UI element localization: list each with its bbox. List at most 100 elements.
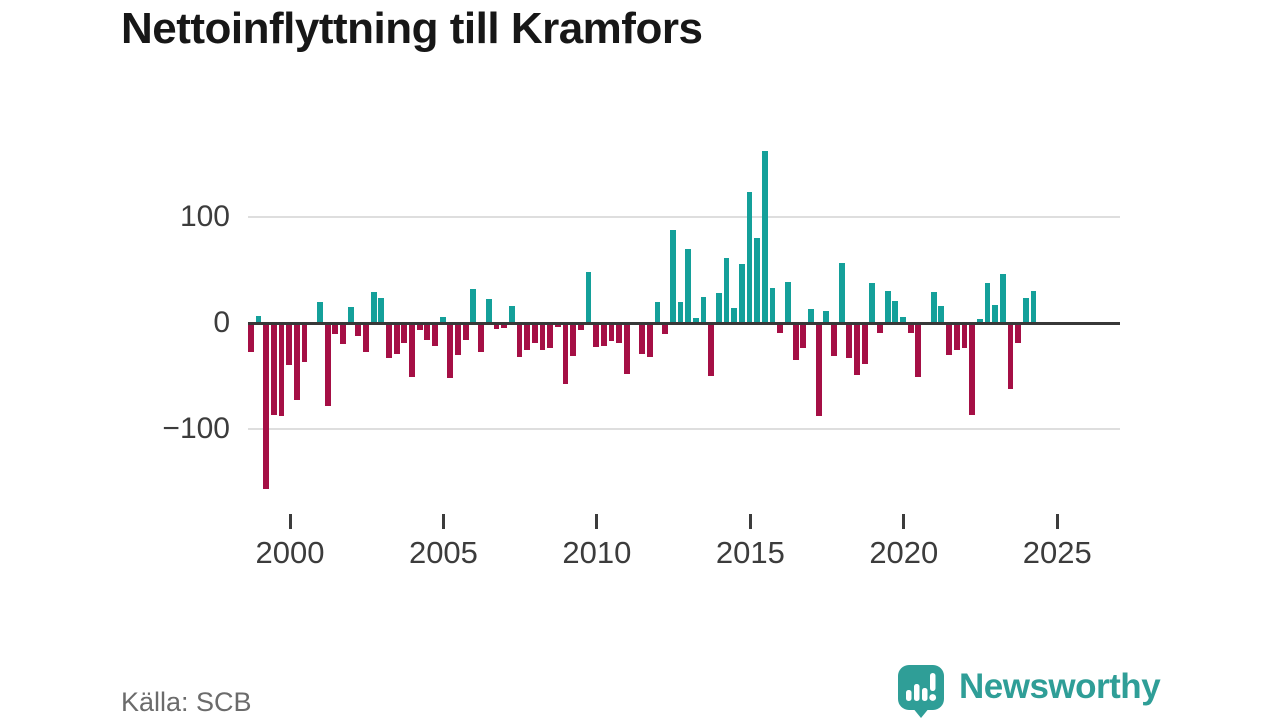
- newsworthy-logo: Newsworthy: [897, 664, 1161, 718]
- bar: [562, 323, 569, 385]
- bar: [255, 315, 262, 323]
- bar: [777, 323, 784, 333]
- gridline: [248, 428, 1120, 430]
- bar: [969, 323, 975, 416]
- bar: [715, 293, 722, 323]
- bar: [439, 316, 446, 323]
- zero-axis-line: [248, 321, 1120, 325]
- chart-title: Nettoinflyttning till Kramfors: [121, 4, 703, 53]
- bar: [332, 323, 339, 334]
- bar: [938, 306, 945, 323]
- bar: [861, 323, 868, 365]
- bar: [669, 229, 676, 323]
- bar: [769, 288, 776, 323]
- bar: [792, 323, 799, 361]
- x-axis-tick-label: 2025: [1022, 535, 1092, 570]
- bar: [416, 323, 423, 331]
- x-axis-tick: [1055, 514, 1059, 529]
- bar: [1022, 297, 1029, 323]
- bar: [363, 323, 369, 352]
- bar: [524, 323, 530, 350]
- bar: [600, 323, 607, 347]
- bar: [800, 323, 807, 349]
- bar: [370, 292, 377, 323]
- bar: [1015, 323, 1021, 344]
- bar: [739, 263, 745, 323]
- x-axis-tick: [595, 514, 599, 529]
- bar: [930, 292, 937, 323]
- bar: [946, 323, 952, 355]
- x-axis-tick: [748, 514, 752, 529]
- bar: [723, 258, 730, 323]
- bar: [531, 323, 538, 344]
- bar: [577, 323, 584, 331]
- bar: [838, 262, 845, 323]
- bar: [585, 272, 592, 323]
- x-axis-tick-label: 2020: [869, 535, 939, 570]
- bar: [877, 323, 883, 333]
- bar: [424, 323, 431, 340]
- bar: [324, 323, 331, 406]
- bar: [999, 274, 1006, 323]
- bar: [785, 281, 791, 323]
- bar: [401, 323, 408, 344]
- bar: [386, 323, 392, 358]
- bar: [470, 289, 477, 323]
- x-axis-tick-label: 2000: [255, 535, 325, 570]
- bar: [754, 238, 761, 323]
- bar: [685, 248, 692, 323]
- bar: [984, 282, 991, 323]
- bar: [654, 301, 661, 323]
- x-axis-tick: [288, 514, 292, 529]
- bar: [708, 323, 715, 376]
- bar: [1007, 323, 1014, 389]
- bar: [501, 323, 507, 329]
- bar: [976, 318, 983, 323]
- y-axis-tick-label: 0: [213, 306, 230, 339]
- bar: [692, 317, 699, 323]
- bar: [884, 291, 891, 323]
- bar: [846, 323, 853, 358]
- bar: [317, 301, 323, 323]
- bar: [378, 297, 385, 323]
- x-axis-tick-label: 2010: [562, 535, 632, 570]
- bar: [900, 316, 906, 323]
- newsworthy-wordmark: Newsworthy: [959, 667, 1161, 706]
- bar: [892, 300, 899, 323]
- y-axis-tick-label: −100: [162, 412, 230, 445]
- bar: [516, 323, 523, 357]
- bar: [271, 323, 277, 416]
- bar: [907, 323, 914, 333]
- x-axis-tick: [902, 514, 906, 529]
- bar: [961, 323, 968, 349]
- x-axis-tick-label: 2015: [715, 535, 785, 570]
- x-axis-tick-label: 2005: [408, 535, 478, 570]
- bar: [762, 151, 768, 323]
- bar: [485, 298, 492, 323]
- bar: [593, 323, 600, 348]
- bar: [286, 323, 293, 366]
- source-note: Källa: SCB: [121, 687, 252, 717]
- bar: [1030, 291, 1037, 323]
- bar: [478, 323, 484, 352]
- bar: [455, 323, 461, 355]
- bar: [854, 323, 860, 375]
- bar: [953, 323, 960, 350]
- bar: [623, 323, 630, 374]
- bar: [447, 323, 454, 379]
- bar: [815, 323, 822, 417]
- bar: [462, 323, 469, 340]
- bar: [639, 323, 646, 354]
- bar: [823, 311, 830, 323]
- bar: [646, 323, 653, 357]
- bar: [700, 296, 707, 323]
- bar: [432, 323, 438, 347]
- bar: [409, 323, 415, 378]
- y-axis-tick-label: 100: [179, 200, 230, 233]
- bar: [662, 323, 669, 334]
- bar: [992, 304, 998, 323]
- newsworthy-bubble-chart-icon: [898, 665, 944, 718]
- bar: [539, 323, 546, 350]
- bar: [869, 282, 876, 323]
